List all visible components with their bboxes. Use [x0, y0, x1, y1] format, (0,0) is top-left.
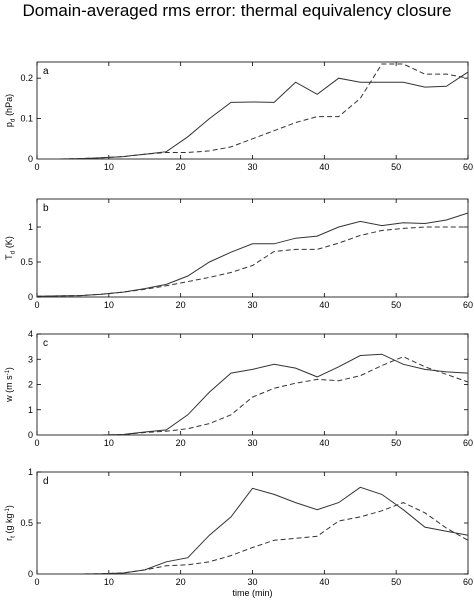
y-axis-label-subscript: t — [10, 536, 17, 538]
x-tick-label: 60 — [463, 438, 473, 448]
y-axis-label-unit: (g kg — [4, 514, 14, 537]
y-tick-label: 0 — [28, 292, 33, 302]
panel-d: 0 10 20 30 40 50 60 0 0.5 1d rt (g kg-1) time (min) — [4, 467, 473, 598]
y-tick-label: 1 — [28, 467, 33, 477]
y-tick-label: 0.1 — [20, 114, 33, 124]
axes-frame — [36, 198, 469, 298]
y-tick-label: 0 — [28, 569, 33, 579]
series-line-solid — [37, 486, 469, 575]
y-axis-label-subscript: d — [10, 250, 17, 254]
x-tick-label: 40 — [319, 577, 329, 587]
series-line-dashed — [36, 226, 468, 297]
y-tick-label: 0 — [28, 430, 33, 440]
y-axis-label-main: r — [4, 538, 14, 541]
x-tick-label: 0 — [34, 577, 39, 587]
x-tick-label: 10 — [104, 300, 114, 310]
y-tick-label: 0.5 — [20, 257, 33, 267]
x-tick-label: 20 — [176, 162, 186, 172]
y-axis-label-superscript: -1 — [5, 508, 11, 514]
y-axis-label-unit: ) — [4, 367, 14, 370]
x-tick-label: 0 — [34, 162, 39, 172]
x-tick-label: 20 — [176, 438, 186, 448]
y-tick-label: 0.5 — [20, 518, 33, 528]
x-tick-label: 60 — [463, 577, 473, 587]
series-line-dashed — [37, 63, 469, 160]
series-line-solid — [36, 212, 469, 297]
x-tick-label: 0 — [34, 300, 39, 310]
x-tick-label: 30 — [247, 162, 257, 172]
x-axis-label: time (min) — [233, 588, 273, 598]
axes-frame — [36, 333, 469, 436]
x-tick-label: 40 — [319, 300, 329, 310]
series-line-dashed — [37, 502, 469, 575]
y-axis-label-unit-end: ) — [4, 505, 14, 508]
y-axis-label-subscript: d — [10, 118, 17, 122]
y-tick-label: 4 — [28, 329, 33, 339]
y-axis-label-unit: (hPa) — [4, 94, 14, 119]
y-tick-label: 0 — [28, 154, 33, 164]
figure-title: Domain-averaged rms error: thermal equiv… — [22, 1, 452, 20]
y-axis-label-superscript: -1 — [5, 369, 11, 375]
y-axis-label: pd (hPa) — [4, 94, 17, 127]
axes-frame — [36, 471, 469, 575]
y-axis-label-main: w (m s — [4, 375, 14, 403]
series-line-dashed — [37, 356, 469, 436]
x-tick-label: 50 — [391, 162, 401, 172]
y-tick-label: 2 — [28, 380, 33, 390]
axes-frame — [36, 61, 469, 160]
x-tick-label: 30 — [247, 300, 257, 310]
y-tick-label: 1 — [28, 222, 33, 232]
x-tick-label: 20 — [176, 577, 186, 587]
x-tick-label: 30 — [247, 577, 257, 587]
x-tick-label: 60 — [463, 300, 473, 310]
x-tick-label: 20 — [176, 300, 186, 310]
x-tick-label: 10 — [104, 438, 114, 448]
x-tick-label: 40 — [319, 162, 329, 172]
x-tick-label: 40 — [319, 438, 329, 448]
series-line-solid — [37, 71, 469, 160]
y-axis-label: w (m s-1) — [4, 367, 14, 403]
x-tick-label: 50 — [391, 300, 401, 310]
x-tick-label: 50 — [391, 577, 401, 587]
x-tick-label: 0 — [34, 438, 39, 448]
y-axis-label: rt (g kg-1) — [4, 505, 17, 541]
x-tick-label: 30 — [247, 438, 257, 448]
y-tick-label: 3 — [28, 354, 33, 364]
x-tick-label: 10 — [104, 577, 114, 587]
panel-letter: c — [43, 338, 48, 349]
x-tick-label: 60 — [463, 162, 473, 172]
x-tick-label: 50 — [391, 438, 401, 448]
y-axis-label: Td (K) — [4, 236, 17, 260]
series-line-solid — [37, 353, 469, 436]
y-tick-label: 0.2 — [20, 73, 33, 83]
y-tick-label: 1 — [28, 405, 33, 415]
panel-b: 0 10 20 30 40 50 60 0 0.5 1b Td (K) — [4, 198, 473, 310]
panel-letter: b — [43, 203, 49, 214]
panel-a: 0 10 20 30 40 50 60 0 0.1 0.2 a pd (hPa) — [4, 61, 473, 172]
x-tick-label: 10 — [104, 162, 114, 172]
panel-letter: a — [43, 66, 49, 77]
y-axis-label-unit: (K) — [4, 236, 14, 251]
y-axis-label-main: p — [4, 122, 14, 127]
y-axis-label-main: T — [4, 254, 14, 260]
panel-letter: d — [43, 476, 49, 487]
panel-c: 0 10 20 30 40 50 60 0 1 2 3 4c w (m s-1) — [4, 329, 473, 448]
